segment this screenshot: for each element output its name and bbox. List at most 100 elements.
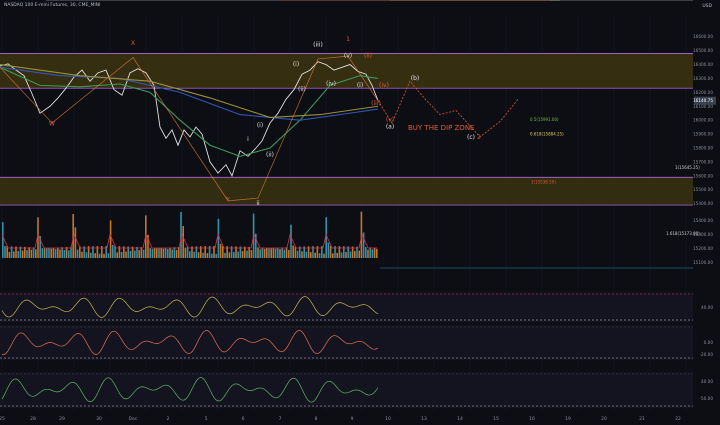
volume-bar bbox=[175, 249, 178, 258]
annotation-label: BUY THE DIP ZONE bbox=[408, 124, 474, 132]
volume-bar bbox=[376, 248, 378, 258]
volume-bar bbox=[48, 248, 50, 258]
volume-bar bbox=[167, 249, 169, 258]
volume-bar bbox=[70, 246, 72, 258]
wave-label: (iv) bbox=[326, 80, 336, 87]
volume-bar bbox=[87, 246, 90, 258]
wave-label: (iii) bbox=[313, 41, 323, 48]
volume-bar bbox=[37, 217, 39, 258]
time-tick: 20 bbox=[601, 416, 607, 422]
volume-bar bbox=[274, 248, 277, 258]
volume-bar bbox=[149, 247, 151, 258]
volume-bar bbox=[351, 246, 354, 258]
volume-bar bbox=[310, 252, 312, 258]
time-tick: 28 bbox=[30, 416, 36, 422]
volume-bar bbox=[325, 217, 327, 258]
volume-bar bbox=[76, 249, 79, 258]
volume-bar bbox=[101, 246, 103, 258]
volume-bar bbox=[116, 252, 118, 258]
volume-bar bbox=[299, 246, 301, 258]
series-ema_blue bbox=[0, 66, 379, 121]
series-ema_olive bbox=[0, 63, 379, 118]
volume-bar bbox=[213, 246, 215, 258]
volume-bar bbox=[191, 246, 193, 258]
wave-label: (b) bbox=[411, 75, 420, 82]
time-tick: 29 bbox=[59, 416, 65, 422]
time-tick: 19 bbox=[565, 416, 571, 422]
annotation-label: 1(15538.50) bbox=[531, 179, 556, 184]
time-tick: 15 bbox=[493, 416, 499, 422]
volume-bar bbox=[59, 249, 61, 258]
volume-bar bbox=[138, 250, 140, 258]
volume-bar bbox=[81, 251, 83, 258]
volume-bar bbox=[197, 252, 200, 258]
price-tick: 16000.00 bbox=[693, 118, 713, 123]
wave-label: (ii) bbox=[298, 86, 306, 93]
volume-tick: 15200.00 bbox=[693, 246, 713, 251]
volume-bar bbox=[65, 247, 68, 258]
volume-bar bbox=[334, 246, 336, 258]
oscillator-panes bbox=[0, 292, 693, 408]
volume-bar bbox=[255, 233, 257, 258]
price-tick: 15600.00 bbox=[693, 173, 713, 178]
volume-bar bbox=[358, 250, 360, 258]
time-tick: 16 bbox=[529, 416, 535, 422]
volume-bar bbox=[162, 248, 165, 258]
wave-label: (i) bbox=[257, 122, 263, 129]
volume-bar bbox=[140, 247, 143, 258]
volume-bar bbox=[371, 249, 374, 258]
volume-bar bbox=[112, 244, 114, 258]
time-tick: 5 bbox=[205, 416, 208, 422]
volume-bar bbox=[52, 247, 55, 258]
chart-title: NASDAQ 100 E-mini Futures, 30, CME_MINI bbox=[4, 3, 101, 8]
volume-bar bbox=[266, 248, 268, 258]
wave-label: 1 bbox=[346, 36, 350, 43]
volume-bar bbox=[160, 248, 162, 258]
wave-label: ii bbox=[256, 200, 260, 207]
price-tick: 16200.00 bbox=[693, 90, 713, 95]
volume-bar bbox=[151, 248, 154, 258]
volume-bar bbox=[92, 246, 94, 258]
volume-bar bbox=[224, 252, 226, 258]
volume-bar bbox=[105, 246, 107, 258]
volume-bar bbox=[305, 251, 308, 258]
time-axis: 25 28 29 30 Dec 2 5 6 7 8 9 10 13 14 15 16 19 20 21 22 bbox=[0, 416, 681, 422]
volume-bar bbox=[156, 248, 158, 258]
volume-bar bbox=[164, 247, 167, 258]
volume-tick: 15300.00 bbox=[693, 232, 713, 237]
volume-bar bbox=[301, 251, 303, 258]
volume-bar bbox=[39, 236, 41, 258]
volume-bar bbox=[303, 246, 305, 258]
volume-bar bbox=[318, 253, 321, 258]
wave-label: (c) bbox=[467, 134, 475, 141]
volume-bar bbox=[281, 247, 283, 258]
volume-bar bbox=[329, 246, 332, 258]
price-tick: 15800.00 bbox=[693, 146, 713, 151]
volume-bar bbox=[365, 247, 367, 258]
volume-bar bbox=[8, 251, 11, 258]
volume-bar bbox=[72, 213, 74, 258]
zone-lower_demand bbox=[0, 177, 693, 206]
volume-bar bbox=[239, 246, 242, 258]
wave-label: 2 bbox=[477, 134, 481, 141]
time-tick: 9 bbox=[351, 416, 354, 422]
wave-label: (ii) bbox=[266, 151, 274, 158]
volume-bar bbox=[338, 246, 341, 258]
annotation-label: 0.618(15884.25) bbox=[530, 131, 564, 136]
price-tick: 15500.00 bbox=[693, 187, 713, 192]
time-tick: 22 bbox=[675, 416, 681, 422]
osc-tick: -20.00 bbox=[700, 352, 714, 357]
volume-bar bbox=[283, 249, 286, 258]
volume-bar bbox=[6, 246, 8, 258]
volume-bar bbox=[182, 225, 184, 258]
price-tick: 15700.00 bbox=[693, 159, 713, 164]
volume-ma bbox=[1, 233, 377, 249]
price-tick: 16500.00 bbox=[693, 48, 713, 53]
volume-bar bbox=[96, 246, 99, 258]
volume-bar bbox=[26, 250, 28, 258]
volume-bar bbox=[63, 249, 66, 258]
volume-bar bbox=[292, 245, 294, 258]
volume-bar bbox=[200, 246, 202, 258]
osc-tick: -50.00 bbox=[700, 396, 714, 401]
volume-bar bbox=[85, 252, 88, 258]
